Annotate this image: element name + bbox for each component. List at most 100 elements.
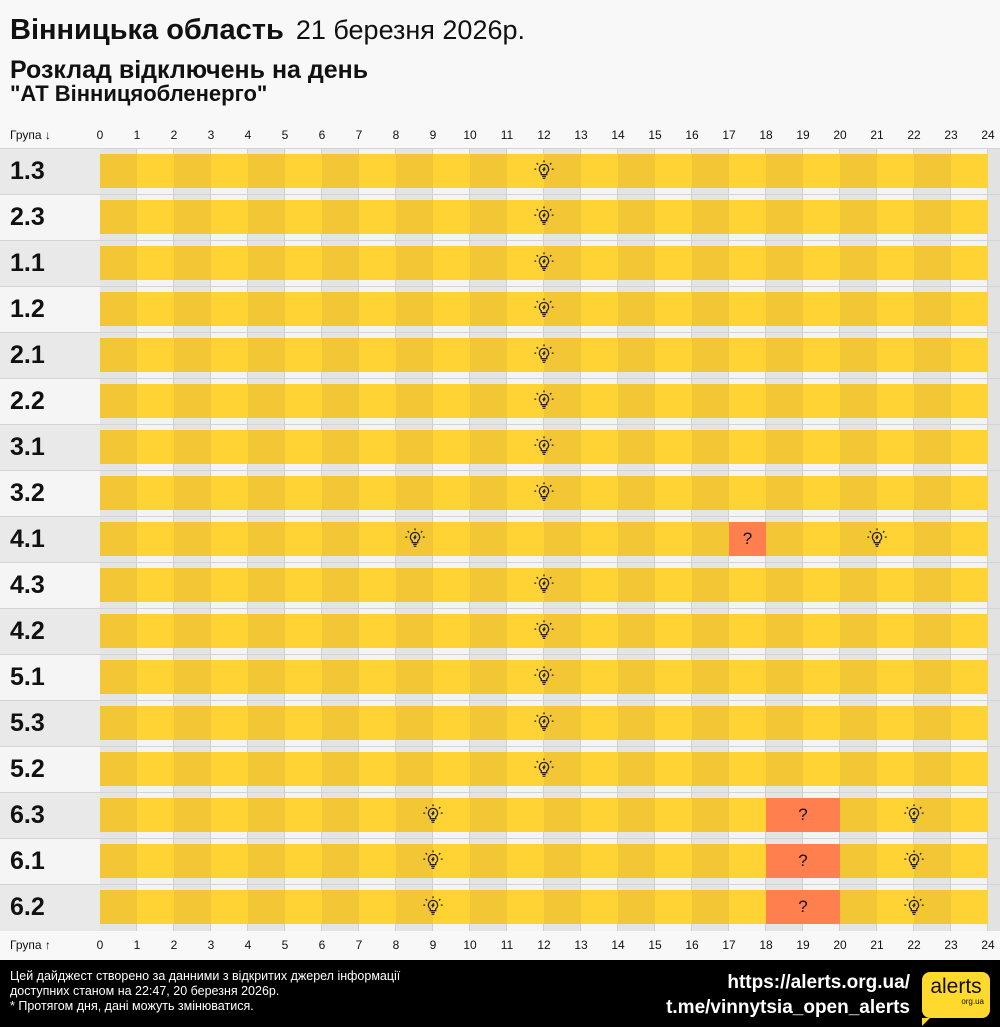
hour-cell — [396, 609, 433, 655]
schedule-date: 21 березня 2026р. — [295, 15, 525, 45]
hour-cell — [803, 333, 840, 379]
group-row: 6.2? — [0, 884, 1000, 931]
row-end — [988, 425, 1000, 471]
hour-cell — [914, 333, 951, 379]
hour-cell — [433, 793, 470, 839]
group-row: 3.1 — [0, 424, 1000, 471]
row-end — [988, 839, 1000, 885]
power-on-bar — [211, 338, 248, 372]
hour-cell — [618, 471, 655, 517]
hour-cell — [507, 885, 544, 931]
power-on-bar — [951, 890, 988, 924]
hour-cell — [618, 149, 655, 195]
hour-cell — [359, 195, 396, 241]
power-on-bar — [433, 798, 470, 832]
power-on-bar — [581, 614, 618, 648]
power-on-bar — [766, 568, 803, 602]
possible-outage-block[interactable] — [766, 890, 840, 924]
alerts-logo[interactable]: alerts org.ua — [922, 972, 990, 1026]
power-on-bar — [507, 384, 544, 418]
hour-cell — [100, 425, 137, 471]
hour-cell — [729, 655, 766, 701]
power-on-bar — [137, 890, 174, 924]
power-on-bar — [433, 384, 470, 418]
power-on-bar — [581, 292, 618, 326]
hour-tick-label: 3 — [207, 938, 215, 952]
possible-outage-block[interactable] — [729, 522, 766, 556]
power-on-bar — [803, 430, 840, 464]
group-row: 5.2 — [0, 746, 1000, 793]
power-on-bar — [544, 752, 581, 786]
power-on-bar — [433, 292, 470, 326]
power-on-bar — [470, 844, 507, 878]
power-on-bar — [877, 246, 914, 280]
hour-cell — [211, 563, 248, 609]
power-on-bar — [507, 890, 544, 924]
hour-cell — [951, 149, 988, 195]
hour-cell — [914, 287, 951, 333]
hour-cell — [692, 195, 729, 241]
hour-cell — [877, 563, 914, 609]
group-row: 1.2 — [0, 286, 1000, 333]
power-on-bar — [396, 338, 433, 372]
hour-cell — [729, 747, 766, 793]
hour-cell — [766, 701, 803, 747]
power-on-bar — [729, 430, 766, 464]
hour-cell — [285, 793, 322, 839]
power-on-bar — [174, 660, 211, 694]
hour-cell — [581, 241, 618, 287]
hour-cell — [544, 471, 581, 517]
hour-cell — [470, 701, 507, 747]
hour-cell — [322, 885, 359, 931]
hour-cell — [433, 379, 470, 425]
power-on-bar — [914, 522, 951, 556]
hour-cell — [581, 701, 618, 747]
hour-cell — [951, 195, 988, 241]
hour-tick-label: 16 — [685, 938, 699, 952]
hour-cell — [470, 839, 507, 885]
hour-tick-label: 2 — [170, 938, 178, 952]
power-on-bar — [433, 430, 470, 464]
power-on-bar — [100, 522, 137, 556]
power-on-bar — [359, 338, 396, 372]
hour-cell — [211, 241, 248, 287]
hour-tick-label: 24 — [981, 938, 995, 952]
hour-cell — [359, 885, 396, 931]
possible-outage-block[interactable] — [766, 844, 840, 878]
power-on-bar — [359, 154, 396, 188]
hour-cell — [285, 609, 322, 655]
hour-cell — [618, 701, 655, 747]
lightbulb-icon — [532, 205, 556, 229]
hour-cell — [137, 149, 174, 195]
power-on-bar — [618, 890, 655, 924]
power-on-bar — [618, 292, 655, 326]
possible-outage-block[interactable] — [766, 798, 840, 832]
power-on-bar — [655, 890, 692, 924]
group-label: 2.2 — [0, 379, 100, 425]
lightbulb-icon — [532, 297, 556, 321]
hour-cell — [877, 425, 914, 471]
hour-cell — [211, 425, 248, 471]
power-on-bar — [174, 200, 211, 234]
group-row: 2.1 — [0, 332, 1000, 379]
hour-tick-label: 10 — [463, 938, 477, 952]
group-sort-label[interactable]: Група ↓ — [10, 128, 51, 142]
timeline-track — [100, 241, 988, 287]
hour-cell — [840, 379, 877, 425]
hour-cell — [766, 609, 803, 655]
hour-cell — [359, 747, 396, 793]
group-sort-label-bottom[interactable]: Група ↑ — [10, 938, 51, 952]
site-link[interactable]: https://alerts.org.ua/ — [727, 972, 910, 993]
lightbulb-icon — [902, 849, 926, 873]
power-on-bar — [137, 384, 174, 418]
power-on-bar — [877, 706, 914, 740]
lightbulb-icon — [532, 159, 556, 183]
power-on-bar — [618, 706, 655, 740]
row-end — [988, 517, 1000, 563]
hour-cell — [470, 563, 507, 609]
telegram-link[interactable]: t.me/vinnytsia_open_alerts — [666, 997, 910, 1018]
hour-cell — [396, 701, 433, 747]
footer-links: https://alerts.org.ua/ t.me/vinnytsia_op… — [666, 970, 910, 1020]
hour-tick-label: 17 — [722, 128, 736, 142]
power-on-bar — [914, 798, 951, 832]
